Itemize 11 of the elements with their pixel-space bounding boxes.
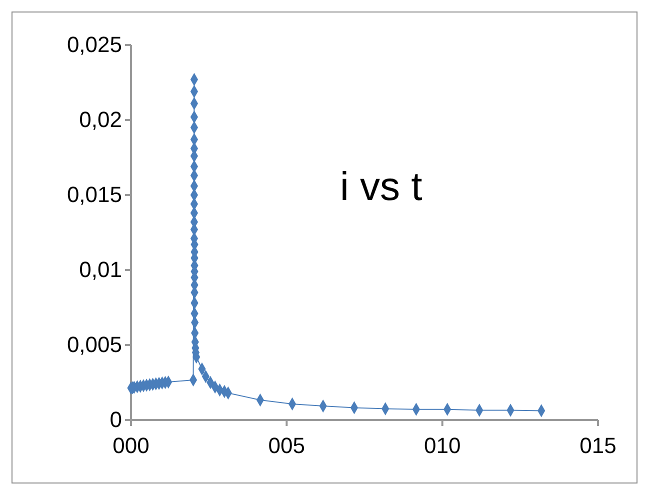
x-tick-label: 015 xyxy=(580,433,616,458)
y-tick-label: 0,015 xyxy=(66,182,122,208)
y-tick-label: 0,025 xyxy=(66,32,122,58)
x-tick-label: 005 xyxy=(268,433,306,458)
x-tick-label: 010 xyxy=(424,433,461,458)
y-tick-label: 0,02 xyxy=(79,107,122,132)
x-tick-label: 000 xyxy=(112,433,150,458)
text: i vs t xyxy=(340,165,422,209)
y-tick-label: 0,01 xyxy=(79,257,122,282)
y-tick-label: 0 xyxy=(110,407,122,432)
y-tick-label: 0,005 xyxy=(66,332,122,358)
